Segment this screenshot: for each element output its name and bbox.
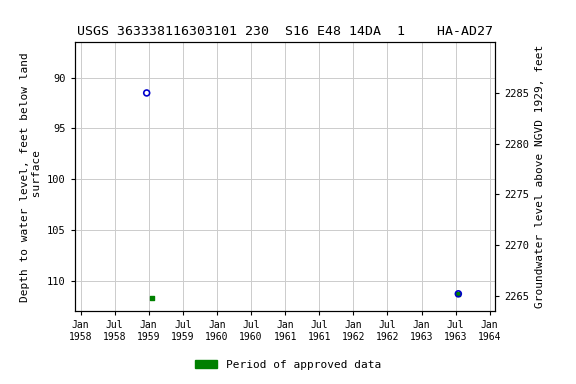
Legend: Period of approved data: Period of approved data <box>191 356 385 375</box>
Point <box>454 291 463 297</box>
Point <box>454 291 463 297</box>
Y-axis label: Depth to water level, feet below land
 surface: Depth to water level, feet below land su… <box>20 52 41 301</box>
Y-axis label: Groundwater level above NGVD 1929, feet: Groundwater level above NGVD 1929, feet <box>535 45 545 308</box>
Point <box>142 90 151 96</box>
Title: USGS 363338116303101 230  S16 E48 14DA  1    HA-AD27: USGS 363338116303101 230 S16 E48 14DA 1 … <box>77 25 493 38</box>
Point <box>147 295 157 301</box>
